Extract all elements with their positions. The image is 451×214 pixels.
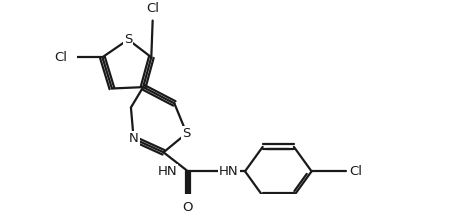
- Text: N: N: [129, 132, 138, 145]
- Text: HN: HN: [219, 165, 238, 178]
- Text: Cl: Cl: [146, 2, 159, 15]
- Text: Cl: Cl: [54, 51, 67, 64]
- Text: S: S: [124, 33, 132, 46]
- Text: Cl: Cl: [349, 165, 362, 178]
- Text: HN: HN: [157, 165, 177, 178]
- Text: S: S: [182, 127, 190, 140]
- Text: O: O: [182, 201, 193, 214]
